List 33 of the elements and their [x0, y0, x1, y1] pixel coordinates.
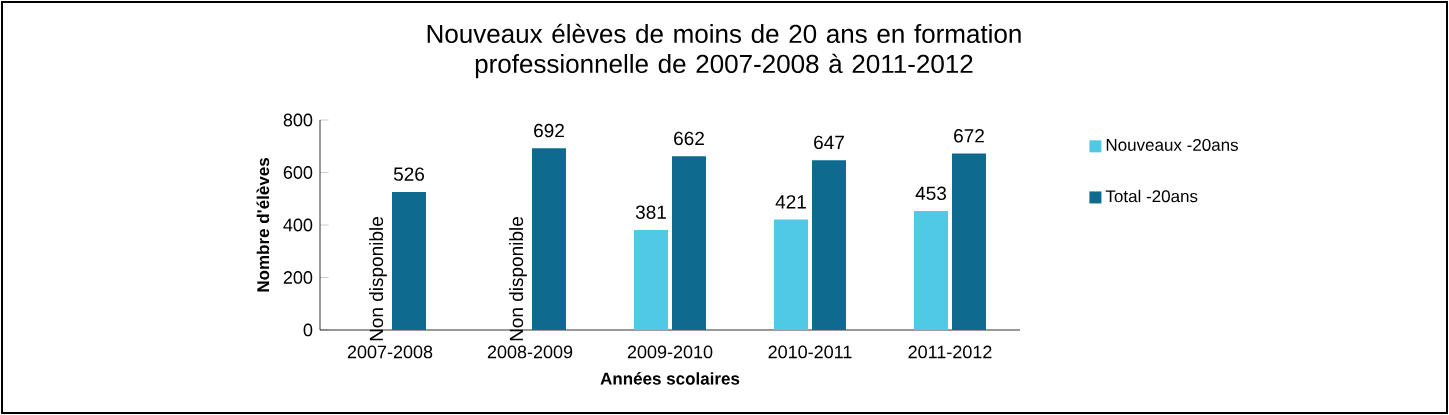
x-tick-label: 2011-2012: [908, 345, 992, 359]
data-label: 421: [775, 195, 806, 209]
y-tick-label: 400: [283, 218, 313, 232]
bar: [634, 229, 669, 330]
x-tick-label: 2008-2009: [487, 345, 573, 359]
y-tick-label: 0: [303, 323, 313, 337]
bar: [532, 148, 567, 330]
y-tick-label: 600: [283, 166, 313, 179]
data-label: 526: [393, 167, 425, 181]
bar: [392, 191, 427, 330]
data-label: 381: [635, 205, 666, 219]
data-label: 453: [915, 186, 947, 201]
y-tick-label: 200: [283, 271, 313, 284]
data-label: 672: [954, 129, 984, 143]
x-tick-label: 2010-2011: [768, 345, 852, 359]
bar: [952, 153, 987, 330]
annotation: Non disponible: [369, 217, 387, 341]
data-label: 692: [534, 123, 564, 138]
legend-label: Nouveaux -20ans: [1106, 138, 1238, 151]
bar: [812, 160, 847, 330]
y-tick-label: 800: [283, 113, 313, 127]
x-tick-label: 2007-2008: [347, 345, 433, 359]
bar: [672, 156, 707, 330]
annotation: Non disponible: [509, 217, 527, 341]
data-label: 662: [674, 131, 704, 146]
bar: [914, 211, 949, 330]
chart-title: Nouveaux élèves de moins de 20 ans en formation professionnelle de 2007-2008 à 2011-2012: [427, 23, 1021, 79]
x-axis-title: Années scolaires: [600, 372, 740, 385]
y-axis-title: Nombre d'élèves: [256, 158, 270, 292]
data-label: 647: [814, 135, 844, 150]
bar: [774, 219, 809, 330]
legend-label: Total -20ans: [1105, 189, 1198, 203]
x-tick-label: 2009-2010: [627, 345, 713, 359]
